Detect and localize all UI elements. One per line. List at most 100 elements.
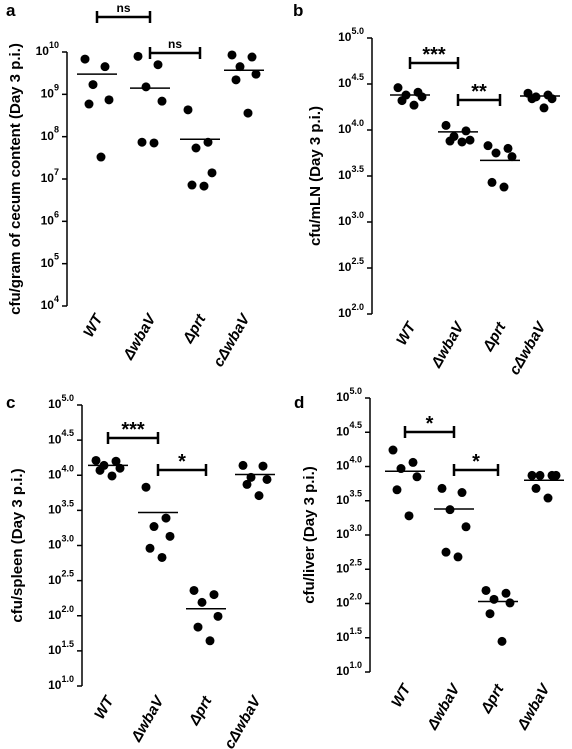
y-tick-label: 104.5 (338, 72, 364, 90)
data-point (145, 543, 155, 553)
x-tick-label: WT (388, 680, 415, 710)
data-point (417, 92, 427, 102)
data-point (483, 141, 493, 151)
significance-label: ns (168, 37, 182, 51)
y-axis-label: cfu/liver (Day 3 p.i.) (301, 466, 318, 604)
data-point (157, 96, 167, 106)
data-point (551, 470, 561, 480)
data-point (205, 636, 215, 646)
data-point (133, 51, 143, 61)
data-point (539, 103, 549, 113)
y-tick-label: 106 (41, 210, 59, 228)
y-tick-label: 104.0 (338, 118, 364, 136)
data-point (251, 69, 261, 79)
data-point (392, 485, 402, 495)
data-point (409, 100, 419, 110)
x-tick-label: cΔwbaV (210, 310, 255, 370)
data-point (531, 483, 541, 493)
data-point (209, 590, 219, 600)
data-point (441, 547, 451, 557)
y-tick-label: 105.0 (338, 26, 364, 44)
data-point (543, 493, 553, 503)
data-point (191, 143, 201, 153)
y-tick-label: 109 (41, 83, 59, 101)
significance-label: ns (116, 1, 130, 15)
data-point (461, 522, 471, 532)
y-axis-label: cfu/spleen (Day 3 p.i.) (9, 468, 26, 622)
data-point (397, 96, 407, 106)
data-point (489, 594, 499, 604)
y-tick-label: 102.0 (48, 604, 74, 622)
data-point (457, 488, 467, 498)
data-point (445, 136, 455, 146)
data-point (437, 483, 447, 493)
data-point (149, 522, 159, 532)
significance-bracket (95, 11, 152, 23)
data-point (499, 182, 509, 192)
data-point (491, 148, 501, 158)
data-point (183, 105, 193, 115)
data-point (465, 135, 475, 145)
data-point (193, 622, 203, 632)
data-point (227, 50, 237, 60)
data-point (404, 511, 414, 521)
x-tick-label: ΔwbaV (424, 680, 465, 734)
data-point (501, 588, 511, 598)
data-point (507, 152, 517, 162)
data-point (100, 62, 110, 72)
y-tick-label: 105 (41, 252, 59, 270)
x-tick-label: cΔwbaV (221, 692, 266, 749)
y-tick-label: 103.0 (338, 210, 364, 228)
y-tick-label: 107 (41, 167, 59, 185)
x-tick-label: Δprt (479, 319, 510, 355)
significance-label: * (472, 451, 480, 473)
data-point (207, 168, 217, 178)
significance-bracket (408, 57, 460, 69)
panel-letter: a (6, 1, 16, 20)
data-point (197, 597, 207, 607)
data-point (243, 108, 253, 118)
data-point (262, 474, 272, 484)
data-point (95, 465, 105, 475)
data-point (137, 137, 147, 147)
y-tick-label: 103.5 (48, 499, 74, 517)
significance-label: ** (471, 81, 487, 103)
data-point (238, 460, 248, 470)
y-tick-label: 104.5 (336, 421, 362, 439)
significance-bracket (106, 432, 160, 444)
data-point (107, 471, 117, 481)
y-tick-label: 108 (41, 125, 59, 143)
data-point (503, 143, 513, 153)
x-tick-label: ΔwbaV (120, 310, 161, 364)
y-tick-label: 103.5 (338, 164, 364, 182)
data-point (505, 598, 515, 608)
data-point (213, 611, 223, 621)
data-point (88, 80, 98, 90)
data-point (161, 513, 171, 523)
data-point (457, 137, 467, 147)
data-point (487, 177, 497, 187)
significance-bracket (452, 464, 500, 476)
y-tick-label: 103.5 (336, 489, 362, 507)
data-point (461, 126, 471, 136)
panel-letter: c (6, 393, 15, 412)
data-point (441, 120, 451, 130)
y-tick-label: 103.0 (48, 534, 74, 552)
y-tick-label: 102.5 (48, 569, 74, 587)
y-tick-label: 104 (41, 294, 59, 312)
data-point (189, 585, 199, 595)
data-point (412, 472, 422, 482)
y-tick-label: 105.0 (336, 386, 362, 404)
y-axis-label: cfu/gram of cecum content (Day 3 p.i.) (7, 43, 24, 315)
data-point (535, 470, 545, 480)
y-axis-label: cfu/mLN (Day 3 p.i.) (307, 106, 324, 246)
data-point (80, 54, 90, 64)
significance-bracket (403, 426, 456, 438)
x-tick-label: Δprt (185, 693, 216, 729)
y-tick-label: 101.5 (336, 626, 362, 644)
data-point (388, 445, 398, 455)
y-tick-label: 102.0 (338, 302, 364, 320)
data-point (393, 83, 403, 93)
y-tick-label: 101.0 (48, 674, 74, 692)
